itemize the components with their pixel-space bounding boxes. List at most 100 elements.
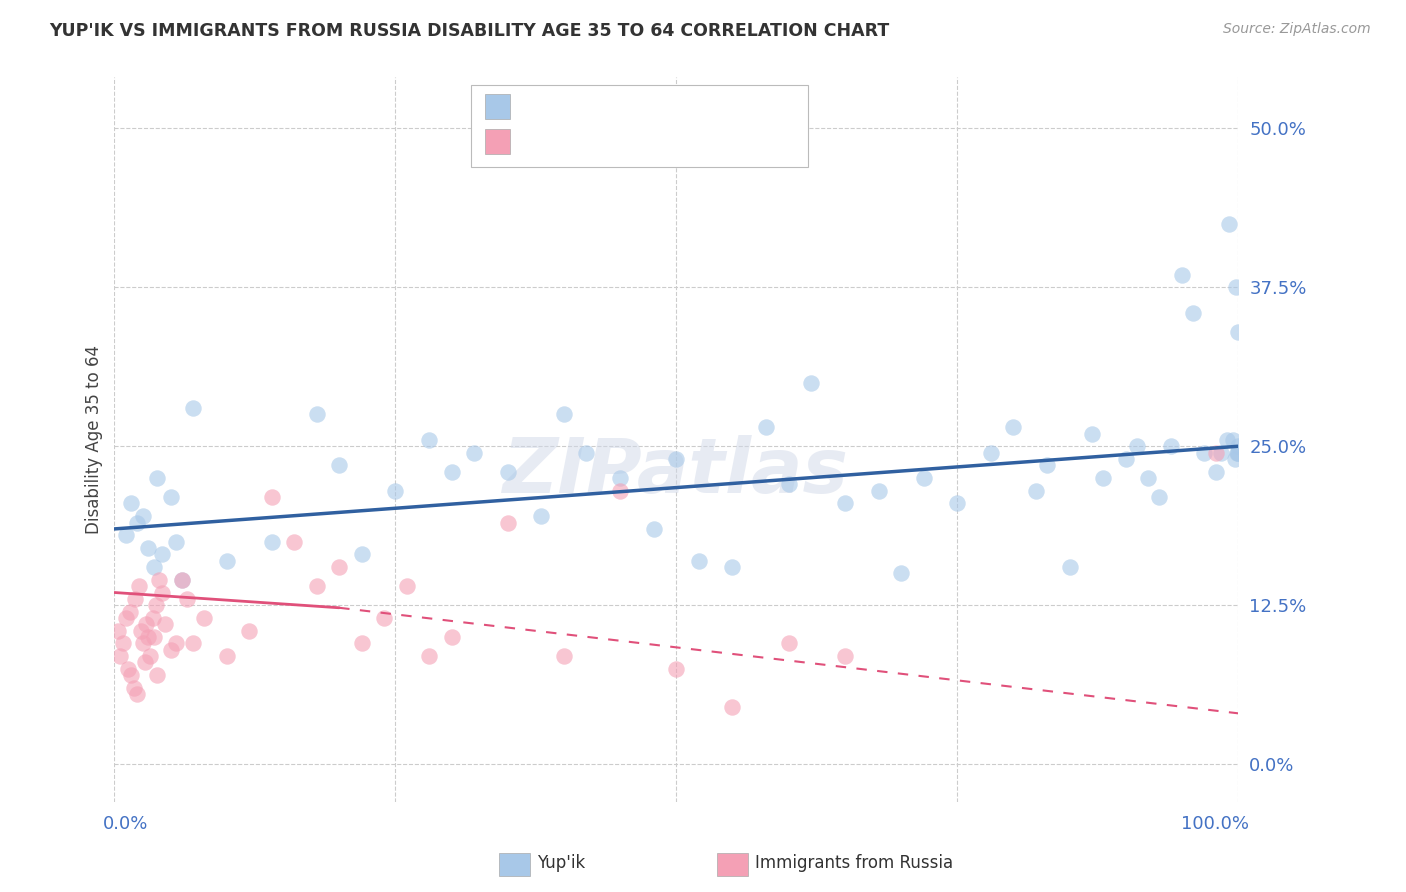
- Point: [1222, 433, 1244, 447]
- Point: [755, 420, 778, 434]
- Point: [1223, 452, 1246, 467]
- Point: [107, 624, 129, 638]
- Text: R = -0.083   N = 49: R = -0.083 N = 49: [519, 133, 709, 151]
- Point: [120, 605, 142, 619]
- Point: [980, 445, 1002, 459]
- Point: [1002, 420, 1025, 434]
- Point: [665, 452, 688, 467]
- Point: [153, 617, 176, 632]
- Point: [114, 528, 136, 542]
- Point: [159, 490, 181, 504]
- Point: [165, 636, 187, 650]
- Point: [260, 490, 283, 504]
- Point: [530, 509, 553, 524]
- Point: [181, 636, 204, 650]
- Point: [136, 630, 159, 644]
- Point: [328, 560, 350, 574]
- Point: [305, 408, 328, 422]
- Point: [142, 611, 165, 625]
- Point: [150, 585, 173, 599]
- Point: [117, 662, 139, 676]
- Point: [146, 668, 169, 682]
- Point: [1218, 217, 1240, 231]
- Point: [1081, 426, 1104, 441]
- Point: [1194, 445, 1216, 459]
- Point: [136, 541, 159, 555]
- Point: [496, 465, 519, 479]
- Point: [122, 681, 145, 695]
- Text: ZIPatlas: ZIPatlas: [503, 434, 849, 508]
- Point: [778, 477, 800, 491]
- Point: [181, 401, 204, 416]
- Point: [575, 445, 598, 459]
- Point: [146, 471, 169, 485]
- Point: [1226, 445, 1249, 459]
- Point: [1025, 483, 1047, 498]
- Point: [112, 636, 135, 650]
- Point: [305, 579, 328, 593]
- Point: [114, 611, 136, 625]
- Point: [384, 483, 406, 498]
- Text: 0.0%: 0.0%: [103, 815, 149, 833]
- Point: [1205, 445, 1227, 459]
- Point: [912, 471, 935, 485]
- Point: [721, 700, 744, 714]
- Point: [120, 668, 142, 682]
- Point: [1182, 306, 1205, 320]
- Point: [373, 611, 395, 625]
- Text: R =  0.347   N = 65: R = 0.347 N = 65: [519, 97, 709, 115]
- Point: [609, 483, 631, 498]
- Point: [463, 445, 485, 459]
- Point: [108, 649, 131, 664]
- Point: [131, 509, 153, 524]
- Point: [721, 560, 744, 574]
- Point: [148, 573, 170, 587]
- Point: [1171, 268, 1194, 282]
- Point: [1059, 560, 1081, 574]
- Point: [890, 566, 912, 581]
- Point: [283, 534, 305, 549]
- Point: [350, 547, 373, 561]
- Point: [120, 496, 142, 510]
- Point: [238, 624, 260, 638]
- Point: [159, 642, 181, 657]
- Point: [124, 591, 146, 606]
- Point: [440, 465, 463, 479]
- Text: Source: ZipAtlas.com: Source: ZipAtlas.com: [1223, 22, 1371, 37]
- Point: [139, 649, 162, 664]
- Point: [418, 433, 440, 447]
- Point: [145, 599, 167, 613]
- Point: [553, 408, 575, 422]
- Point: [800, 376, 823, 390]
- Point: [1227, 445, 1250, 459]
- Point: [260, 534, 283, 549]
- Point: [1216, 433, 1239, 447]
- Point: [868, 483, 890, 498]
- Point: [193, 611, 215, 625]
- Point: [1137, 471, 1160, 485]
- Point: [142, 560, 165, 574]
- Point: [1149, 490, 1171, 504]
- Point: [135, 617, 157, 632]
- Point: [131, 624, 153, 638]
- Point: [134, 656, 156, 670]
- Point: [1226, 325, 1249, 339]
- Point: [170, 573, 193, 587]
- Point: [125, 687, 148, 701]
- Point: [496, 516, 519, 530]
- Point: [215, 649, 238, 664]
- Point: [1225, 280, 1247, 294]
- Point: [131, 636, 153, 650]
- Point: [1092, 471, 1115, 485]
- Y-axis label: Disability Age 35 to 64: Disability Age 35 to 64: [86, 345, 103, 534]
- Point: [1126, 439, 1149, 453]
- Point: [395, 579, 418, 593]
- Point: [553, 649, 575, 664]
- Point: [1036, 458, 1059, 473]
- Text: 100.0%: 100.0%: [1181, 815, 1250, 833]
- Point: [946, 496, 969, 510]
- Point: [142, 630, 165, 644]
- Point: [350, 636, 373, 650]
- Point: [1115, 452, 1137, 467]
- Point: [1227, 445, 1250, 459]
